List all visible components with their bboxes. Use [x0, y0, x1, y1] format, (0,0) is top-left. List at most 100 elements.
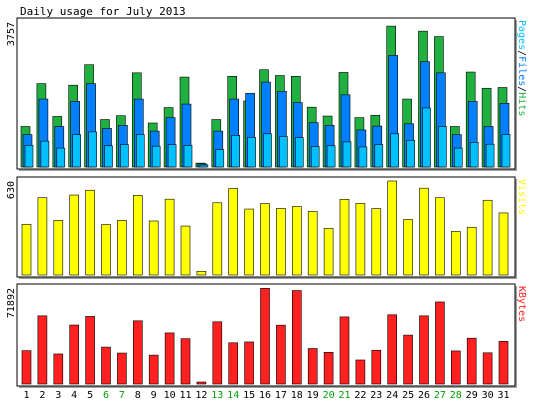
- pages-bar-day-22: [358, 146, 368, 168]
- visits-bar-day-23: [371, 208, 382, 276]
- day-label-16: 16: [259, 390, 271, 401]
- visits-bar-day-20: [323, 228, 334, 276]
- pages-bar-day-27: [438, 126, 447, 168]
- kbytes-bar-day-30: [482, 352, 493, 385]
- visits-bar-day-5: [85, 189, 95, 276]
- kbytes-legend-entry-0: KBytes: [516, 286, 527, 322]
- kbytes-bar-day-15: [244, 341, 254, 385]
- visits-bar-day-21: [339, 199, 350, 276]
- day-label-11: 11: [179, 390, 191, 401]
- visits-legend-entry-0: Visits: [516, 179, 527, 215]
- pages-bar-day-20: [326, 145, 336, 168]
- pages-bar-day-13: [215, 149, 225, 168]
- day-labels: 1 2 3 4 5 6 7 8 9 10 11 12 13 14 15 16 17 18 19 20 21 22 23 24 2…: [23, 390, 509, 401]
- visits-bar-day-26: [419, 187, 429, 276]
- pages-bar-day-10: [167, 144, 177, 168]
- day-label-7: 7: [119, 390, 125, 401]
- kbytes-bar-day-14: [228, 342, 238, 385]
- visits-bar-day-17: [276, 208, 286, 276]
- kbytes-bar-day-20: [323, 352, 334, 385]
- day-label-14: 14: [227, 390, 239, 401]
- day-label-30: 30: [482, 390, 494, 401]
- day-label-18: 18: [291, 390, 303, 401]
- visits-bar-day-11: [180, 225, 191, 276]
- day-label-9: 9: [151, 390, 157, 401]
- pages-bar-day-25: [406, 140, 415, 168]
- day-label-21: 21: [338, 390, 350, 401]
- pages-bar-day-24: [390, 133, 400, 168]
- visits-bar-day-7: [117, 220, 127, 276]
- kbytes-bar-day-17: [276, 324, 286, 385]
- kbytes-y-max-label: 71892: [6, 288, 17, 318]
- hits-files-pages-legend-entry-0: Pages: [516, 20, 527, 50]
- day-label-6: 6: [103, 390, 109, 401]
- kbytes-bar-day-13: [212, 321, 223, 385]
- pages-bar-day-15: [247, 136, 256, 168]
- day-label-8: 8: [135, 390, 141, 401]
- pages-bar-day-17: [279, 136, 288, 168]
- kbytes-bar-day-2: [37, 315, 48, 385]
- visits-bar-day-13: [212, 202, 223, 276]
- visits-bar-day-10: [164, 198, 175, 276]
- pages-bar-day-3: [56, 147, 66, 168]
- kbytes-bar-day-12: [196, 381, 207, 385]
- visits-bar-day-25: [403, 219, 413, 276]
- kbytes-bar-day-5: [85, 316, 95, 385]
- kbytes-bar-day-28: [450, 350, 461, 385]
- day-label-2: 2: [39, 390, 45, 401]
- pages-bar-day-8: [136, 134, 145, 168]
- pages-bar-day-23: [374, 144, 384, 168]
- day-label-24: 24: [386, 390, 398, 401]
- pages-bar-day-29: [469, 141, 479, 168]
- visits-bar-day-3: [53, 220, 64, 276]
- pages-bar-day-1: [24, 145, 34, 168]
- hits-files-pages-panel: 3757 Pages/Files/Hits: [6, 17, 527, 171]
- visits-bar-day-6: [101, 224, 111, 276]
- kbytes-legend: KBytes: [516, 286, 527, 322]
- day-label-17: 17: [275, 390, 287, 401]
- visits-bar-day-24: [387, 180, 398, 276]
- chart-title: Daily usage for July 2013: [20, 5, 186, 18]
- visits-bar-day-27: [435, 197, 445, 276]
- kbytes-bar-day-9: [148, 354, 159, 385]
- visits-bar-day-8: [133, 195, 143, 276]
- kbytes-bar-day-7: [117, 352, 127, 385]
- visits-bar-day-9: [148, 220, 159, 276]
- kbytes-bar-day-29: [466, 337, 477, 385]
- pages-bar-day-31: [501, 134, 511, 168]
- day-label-27: 27: [434, 390, 446, 401]
- visits-bar-day-15: [244, 208, 254, 276]
- kbytes-bar-day-10: [164, 332, 175, 385]
- visits-bar-day-2: [37, 197, 48, 276]
- day-label-22: 22: [354, 390, 366, 401]
- hits-files-pages-legend-entry-2: Files: [516, 56, 527, 86]
- visits-y-max-label: 630: [6, 181, 17, 199]
- kbytes-bar-day-1: [21, 350, 32, 385]
- day-label-10: 10: [164, 390, 176, 401]
- kbytes-bar-day-31: [498, 341, 509, 385]
- kbytes-bar-day-4: [69, 324, 79, 385]
- kbytes-bar-day-25: [403, 334, 413, 385]
- kbytes-bar-day-11: [180, 338, 191, 385]
- pages-bar-day-16: [263, 133, 272, 168]
- hits-files-pages-legend-entry-1: /: [516, 50, 527, 56]
- visits-bar-day-31: [498, 212, 509, 276]
- hits-files-pages-legend: Pages/Files/Hits: [516, 20, 527, 116]
- day-label-3: 3: [55, 390, 61, 401]
- day-label-23: 23: [370, 390, 382, 401]
- day-label-5: 5: [87, 390, 93, 401]
- day-label-19: 19: [307, 390, 319, 401]
- day-label-29: 29: [466, 390, 478, 401]
- kbytes-bar-day-6: [101, 346, 111, 385]
- kbytes-bar-day-22: [355, 359, 366, 385]
- visits-bar-day-29: [466, 226, 477, 276]
- hits-files-pages-legend-entry-3: /: [516, 86, 527, 92]
- day-label-25: 25: [402, 390, 414, 401]
- day-label-31: 31: [497, 390, 509, 401]
- visits-bar-day-1: [21, 223, 32, 276]
- day-label-12: 12: [195, 390, 207, 401]
- kbytes-panel: 71892 KBytes: [6, 283, 527, 388]
- kbytes-bar-day-18: [291, 290, 302, 385]
